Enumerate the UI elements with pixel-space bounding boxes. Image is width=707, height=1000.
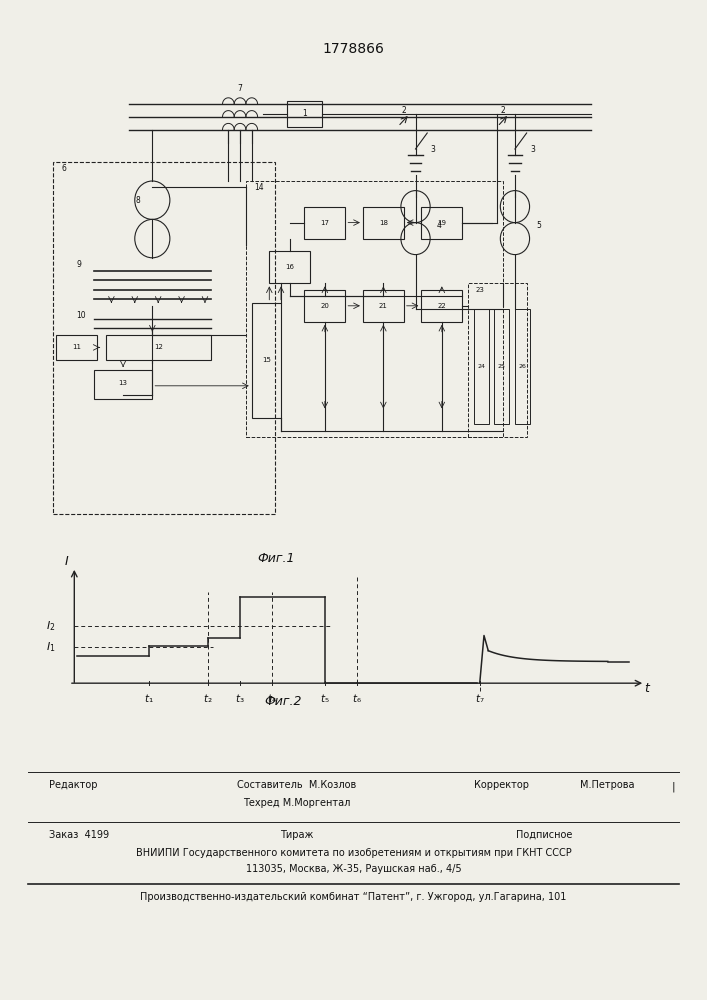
- Text: ВНИИПИ Государственного комитета по изобретениям и открытиям при ГКНТ СССР: ВНИИПИ Государственного комитета по изоб…: [136, 848, 571, 858]
- Bar: [474, 309, 489, 424]
- Text: Редактор: Редактор: [49, 780, 98, 790]
- Bar: [305, 207, 345, 239]
- Text: Тираж: Тираж: [280, 830, 314, 840]
- Text: Фиг.2: Фиг.2: [264, 695, 302, 708]
- Text: 11: 11: [72, 344, 81, 350]
- Text: 3: 3: [530, 144, 535, 153]
- Text: 6: 6: [62, 164, 66, 173]
- Bar: [94, 370, 152, 399]
- Bar: [56, 335, 97, 360]
- Text: $t₄$: $t₄$: [267, 692, 276, 704]
- Bar: [53, 162, 275, 514]
- Text: |: |: [672, 782, 675, 792]
- Bar: [269, 251, 310, 283]
- Text: Производственно-издательский комбинат “Патент”, г. Ужгород, ул.Гагарина, 101: Производственно-издательский комбинат “П…: [140, 892, 567, 902]
- Text: 2: 2: [501, 106, 506, 115]
- Text: 16: 16: [285, 264, 294, 270]
- Text: 9: 9: [76, 260, 81, 269]
- Bar: [363, 290, 404, 322]
- Text: $I_2$: $I_2$: [46, 619, 56, 633]
- Text: $t₆$: $t₆$: [352, 692, 362, 704]
- Text: 4: 4: [436, 221, 441, 230]
- Text: М.Петрова: М.Петрова: [580, 780, 634, 790]
- Bar: [363, 207, 404, 239]
- Bar: [305, 290, 345, 322]
- Bar: [421, 207, 462, 239]
- Bar: [287, 101, 322, 127]
- Text: Корректор: Корректор: [474, 780, 529, 790]
- Text: 3: 3: [431, 144, 436, 153]
- Bar: [105, 335, 211, 360]
- Text: 23: 23: [475, 287, 484, 293]
- Bar: [494, 309, 509, 424]
- Text: 10: 10: [76, 311, 86, 320]
- Text: 1778866: 1778866: [322, 42, 385, 56]
- Text: 19: 19: [438, 220, 446, 226]
- Text: 113035, Москва, Ж-35, Раушская наб., 4/5: 113035, Москва, Ж-35, Раушская наб., 4/5: [246, 864, 461, 874]
- Text: 21: 21: [379, 303, 388, 309]
- Text: Подписное: Подписное: [516, 830, 573, 840]
- Text: 5: 5: [536, 221, 541, 230]
- Bar: [252, 303, 281, 418]
- Text: $t₁$: $t₁$: [144, 692, 154, 704]
- Text: Заказ  4199: Заказ 4199: [49, 830, 110, 840]
- Text: 8: 8: [135, 196, 140, 205]
- Text: $t₂$: $t₂$: [203, 692, 213, 704]
- Text: $t₇$: $t₇$: [475, 692, 484, 704]
- Bar: [246, 181, 503, 437]
- Text: 18: 18: [379, 220, 388, 226]
- Text: Фиг.1: Фиг.1: [257, 552, 295, 565]
- Bar: [421, 290, 462, 322]
- Bar: [515, 309, 530, 424]
- Text: 2: 2: [402, 106, 407, 115]
- Text: 14: 14: [255, 183, 264, 192]
- Text: 13: 13: [119, 380, 127, 386]
- Text: $t₅$: $t₅$: [320, 692, 330, 704]
- Text: Составитель  М.Козлов: Составитель М.Козлов: [238, 780, 356, 790]
- Text: $I_1$: $I_1$: [46, 640, 56, 654]
- Text: 7: 7: [238, 84, 243, 93]
- Bar: [468, 283, 527, 437]
- Text: $I$: $I$: [64, 555, 69, 568]
- Text: 24: 24: [477, 364, 485, 369]
- Text: 20: 20: [320, 303, 329, 309]
- Text: $t$: $t$: [644, 682, 651, 695]
- Text: Техред М.Моргентал: Техред М.Моргентал: [243, 798, 351, 808]
- Text: 1: 1: [302, 109, 307, 118]
- Text: 15: 15: [262, 357, 271, 363]
- Text: $t₃$: $t₃$: [235, 692, 245, 704]
- Text: 22: 22: [438, 303, 446, 309]
- Text: 25: 25: [498, 364, 506, 369]
- Text: 17: 17: [320, 220, 329, 226]
- Text: 26: 26: [518, 364, 526, 369]
- Text: 12: 12: [153, 344, 163, 350]
